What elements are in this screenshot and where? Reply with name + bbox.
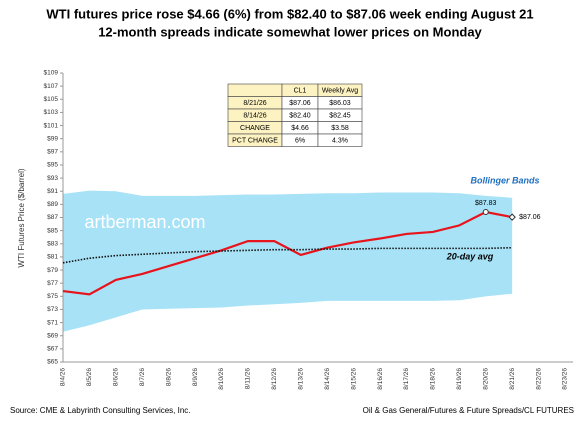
- table-text: $86.03: [329, 100, 351, 107]
- table-cell: [317, 133, 363, 147]
- table-text: PCT CHANGE: [232, 138, 278, 145]
- y-tick-label: $109: [44, 70, 59, 77]
- x-tick-label: 8/9/26: [192, 368, 199, 386]
- x-tick-label: 8/14/26: [324, 368, 331, 390]
- x-tick-label: 8/15/26: [350, 368, 357, 390]
- table-text: $82.40: [289, 113, 311, 120]
- y-tick-label: $91: [47, 188, 58, 195]
- y-tick-label: $81: [47, 254, 58, 261]
- y-tick-label: $107: [44, 83, 59, 90]
- value-label: $87.06: [519, 214, 541, 221]
- table-text: Weekly Avg: [322, 88, 358, 95]
- y-tick-label: $95: [47, 162, 58, 169]
- x-tick-label: 8/19/26: [456, 368, 463, 390]
- band-label: Bollinger Bands: [470, 175, 539, 185]
- y-tick-label: $79: [47, 267, 58, 274]
- x-tick-label: 8/13/26: [298, 368, 305, 390]
- table-text: $3.58: [331, 125, 349, 132]
- y-tick-label: $77: [47, 280, 58, 287]
- y-tick-label: $105: [44, 96, 59, 103]
- y-tick-label: $69: [47, 332, 58, 339]
- table-text: CHANGE: [240, 125, 270, 132]
- x-tick-label: 8/11/26: [245, 368, 252, 390]
- point-marker: [482, 209, 489, 216]
- table-text: $82.45: [329, 113, 351, 120]
- x-tick-label: 8/10/26: [218, 368, 225, 390]
- y-tick-label: $85: [47, 227, 58, 234]
- table-text: 8/14/26: [243, 113, 266, 120]
- y-axis-label: WTI Futures Price ($/barrel): [17, 168, 26, 267]
- table-text: 4.3%: [332, 138, 348, 145]
- y-tick-label: $75: [47, 293, 58, 300]
- x-tick-label: 8/22/26: [535, 368, 542, 390]
- y-tick-label: $65: [47, 359, 58, 366]
- table-text: CL1: [294, 88, 307, 95]
- watermark: artberman.com: [84, 212, 205, 232]
- y-tick-label: $73: [47, 306, 58, 313]
- value-label: $87.83: [475, 200, 497, 207]
- x-tick-label: 8/7/26: [139, 368, 146, 386]
- table-text: $4.66: [291, 125, 309, 132]
- table-text: $87.06: [289, 100, 311, 107]
- y-tick-label: $93: [47, 175, 58, 182]
- y-tick-label: $67: [47, 346, 58, 353]
- chart-subtitle: 12-month spreads indicate somewhat lower…: [98, 24, 482, 39]
- x-tick-label: 8/20/26: [482, 368, 489, 390]
- x-tick-label: 8/4/26: [60, 368, 67, 386]
- y-tick-label: $87: [47, 214, 58, 221]
- x-tick-label: 8/17/26: [403, 368, 410, 390]
- x-tick-label: 8/16/26: [377, 368, 384, 390]
- bollinger-band: [63, 190, 513, 332]
- table-text: 6%: [295, 138, 305, 145]
- table-cell: [227, 83, 283, 97]
- summary-table: CL1 Weekly Avg 8/21/26 $87.06 $86.03 8/14/26 $…: [227, 83, 363, 147]
- y-tick-label: $103: [44, 109, 59, 116]
- y-tick-label: $97: [47, 149, 58, 156]
- source-right: Oil & Gas General/Futures & Future Sprea…: [363, 406, 574, 415]
- series-label: 20-day avg: [446, 251, 494, 261]
- point-marker: [508, 213, 516, 221]
- y-tick-label: $99: [47, 135, 58, 142]
- table-text: 8/21/26: [243, 100, 266, 107]
- x-tick-label: 8/6/26: [113, 368, 120, 386]
- x-tick-label: 8/12/26: [271, 368, 278, 390]
- y-tick-label: $83: [47, 240, 58, 247]
- x-tick-label: 8/21/26: [509, 368, 516, 390]
- price-line: [62, 210, 513, 296]
- y-tick-label: $89: [47, 201, 58, 208]
- x-tick-label: 8/8/26: [165, 368, 172, 386]
- y-tick-label: $71: [47, 319, 58, 326]
- y-tick-label: $101: [44, 122, 59, 129]
- source-left: Source: CME & Labyrinth Consulting Servi…: [10, 406, 191, 415]
- average-line: [62, 246, 513, 264]
- x-tick-label: 8/5/26: [86, 368, 93, 386]
- x-tick-label: 8/18/26: [430, 368, 437, 390]
- x-tick-label: 8/23/26: [562, 368, 569, 390]
- chart-title: WTI futures price rose $4.66 (6%) from $…: [46, 6, 533, 21]
